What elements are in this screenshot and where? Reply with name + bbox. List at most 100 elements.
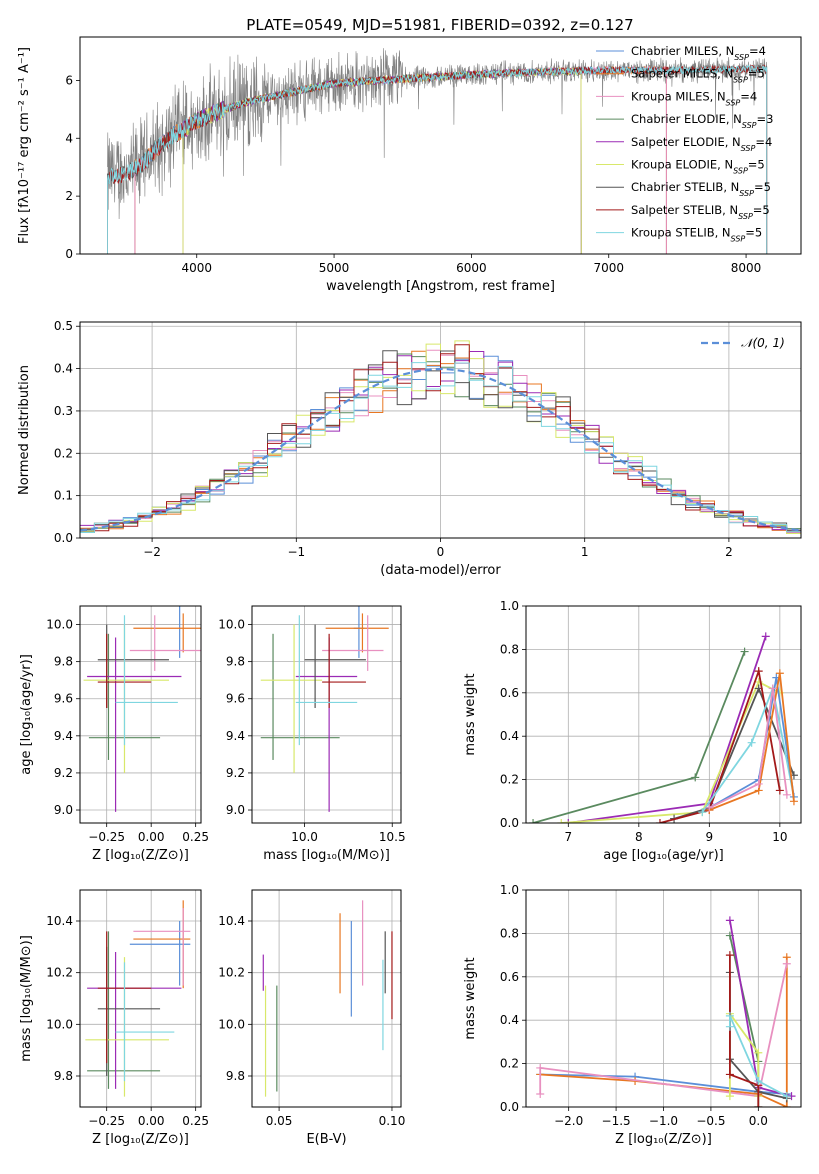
mass-weight-line xyxy=(729,955,760,1107)
model-spectrum-line xyxy=(107,64,768,254)
mass-weight-marker xyxy=(691,773,700,782)
tick-label: 2 xyxy=(65,189,73,203)
tick-label: −1.5 xyxy=(602,1114,631,1128)
mass-weight-marker xyxy=(564,819,573,823)
tick-label: 0.1 xyxy=(54,489,73,503)
tick-label: 10.0 xyxy=(291,830,318,844)
x-axis-label: Z [log₁₀(Z/Z⊙)] xyxy=(92,848,189,863)
x-axis-label: E(B-V) xyxy=(306,1132,346,1147)
model-spectrum-line xyxy=(107,64,768,254)
legend-entry: Salpeter MILES, NSSP=5 xyxy=(631,67,765,85)
tick-label: 10.2 xyxy=(218,966,245,980)
legend-entry: Chabrier MILES, NSSP=4 xyxy=(631,44,766,62)
mass-weight-line xyxy=(708,688,788,809)
tick-label: 4 xyxy=(65,131,73,145)
axes-frame xyxy=(79,36,802,255)
legend-value: =4 xyxy=(749,44,766,58)
tick-label: 0.0 xyxy=(500,816,519,830)
mass-weight-marker xyxy=(747,738,756,747)
tick-label: 0.2 xyxy=(500,1057,519,1071)
mass-weight-line xyxy=(659,667,781,823)
mass-weight-marker xyxy=(782,1092,791,1101)
tick-label: 10.0 xyxy=(46,1017,73,1031)
tick-label: 0.0 xyxy=(500,1100,519,1114)
tick-label: 9.4 xyxy=(226,729,245,743)
legend-value: =5 xyxy=(748,158,765,172)
mass-weight-marker xyxy=(754,1048,763,1057)
massweight-vs-metallicity-panel: −2.0 −1.5 −1.0 −0.5 0.0 0.0 0.2 0.4 0.6 0.8 1.0 Z [… xyxy=(463,883,802,1147)
tick-label: 9.8 xyxy=(226,1069,245,1083)
mass-vs-ebv-panel: 0.05 0.10 9.8 10.0 10.2 10.4 E(B-V) xyxy=(218,889,405,1147)
legend-subscript: SSP xyxy=(739,189,754,198)
axes-frame xyxy=(79,889,202,1108)
tick-label: 0 xyxy=(437,545,445,559)
legend-entry: Salpeter ELODIE, NSSP=4 xyxy=(631,135,772,153)
x-axis-label: age [log₁₀(age/yr)] xyxy=(603,848,724,863)
tick-label: 6 xyxy=(65,73,73,87)
mass-weight-marker xyxy=(698,808,707,817)
legend-subscript: SSP xyxy=(733,166,748,175)
tick-label: 9.8 xyxy=(54,1069,73,1083)
mass-weight-marker xyxy=(740,647,749,656)
legend-entry: Chabrier STELIB, NSSP=5 xyxy=(631,180,771,198)
x-axis-label: Z [log₁₀(Z/Z⊙)] xyxy=(615,1132,712,1147)
axes-frame xyxy=(79,321,802,539)
tick-label: 0 xyxy=(65,247,73,261)
tick-label: 10.0 xyxy=(218,1017,245,1031)
mass-weight-marker xyxy=(725,1011,734,1020)
tick-label: 0.0 xyxy=(54,531,73,545)
mass-weight-marker xyxy=(789,797,798,806)
model-spectrum-line xyxy=(182,66,582,254)
tick-label: 9 xyxy=(706,830,714,844)
residuals-panel: −2 −1 0 1 2 0.0 0.1 0.2 0.3 0.4 0.5 (data-model)/er… xyxy=(17,319,802,578)
axes-frame xyxy=(525,889,802,1108)
tick-label: 0.8 xyxy=(500,926,519,940)
mass-weight-marker xyxy=(775,786,784,795)
mass-weight-marker xyxy=(754,1076,763,1085)
tick-label: 1.0 xyxy=(500,883,519,897)
mass-weight-marker xyxy=(529,819,538,823)
tick-label: 0.25 xyxy=(182,1114,209,1128)
legend-entry: Kroupa STELIB, NSSP=5 xyxy=(631,226,762,244)
gaussian-curve xyxy=(79,367,802,532)
tick-label: 10.5 xyxy=(379,830,406,844)
mass-weight-line xyxy=(701,685,795,813)
tick-label: 10 xyxy=(772,830,787,844)
legend-value: =5 xyxy=(748,67,765,81)
mass-weight-line xyxy=(729,1015,788,1097)
tick-label: 10.4 xyxy=(218,914,245,928)
tick-label: −1 xyxy=(287,545,305,559)
tick-label: 0.6 xyxy=(500,970,519,984)
mass-weight-marker xyxy=(761,632,770,641)
tick-label: 8 xyxy=(635,830,643,844)
mass-weight-marker xyxy=(754,1103,763,1107)
tick-label: 9.2 xyxy=(54,766,73,780)
mass-weight-marker xyxy=(725,916,734,925)
residual-histogram xyxy=(80,362,801,535)
y-axis-label: Normed distribution xyxy=(17,365,32,495)
axes-frame xyxy=(79,605,202,824)
tick-label: 1 xyxy=(581,545,589,559)
tick-label: 0.4 xyxy=(500,729,519,743)
legend-subscript: SSP xyxy=(742,121,757,130)
tick-label: 4000 xyxy=(181,261,212,275)
y-axis-label: mass weight xyxy=(463,957,478,1039)
x-axis-label: wavelength [Angstrom, rest frame] xyxy=(326,279,555,294)
legend-subscript: SSP xyxy=(726,98,741,107)
mass-weight-marker xyxy=(754,779,763,788)
legend-entry: Chabrier ELODIE, NSSP=3 xyxy=(631,112,773,130)
y-axis-label: Flux [fλ10⁻¹⁷ erg cm⁻² s⁻¹ A⁻¹] xyxy=(17,47,32,244)
mass-weight-marker xyxy=(725,951,734,960)
legend-value: =4 xyxy=(755,135,772,149)
legend-entry: Salpeter STELIB, NSSP=5 xyxy=(631,203,770,221)
x-axis-label: Z [log₁₀(Z/Z⊙)] xyxy=(92,1132,189,1147)
mass-weight-marker xyxy=(557,819,566,823)
legend-value: =5 xyxy=(753,203,770,217)
figure-title: PLATE=0549, MJD=51981, FIBERID=0392, z=0… xyxy=(246,16,633,34)
legend-entry: Kroupa MILES, NSSP=4 xyxy=(631,89,757,107)
mass-weight-marker xyxy=(775,669,784,678)
legend-subscript: SSP xyxy=(738,211,753,220)
tick-label: 6000 xyxy=(456,261,487,275)
tick-label: 10.2 xyxy=(46,966,73,980)
